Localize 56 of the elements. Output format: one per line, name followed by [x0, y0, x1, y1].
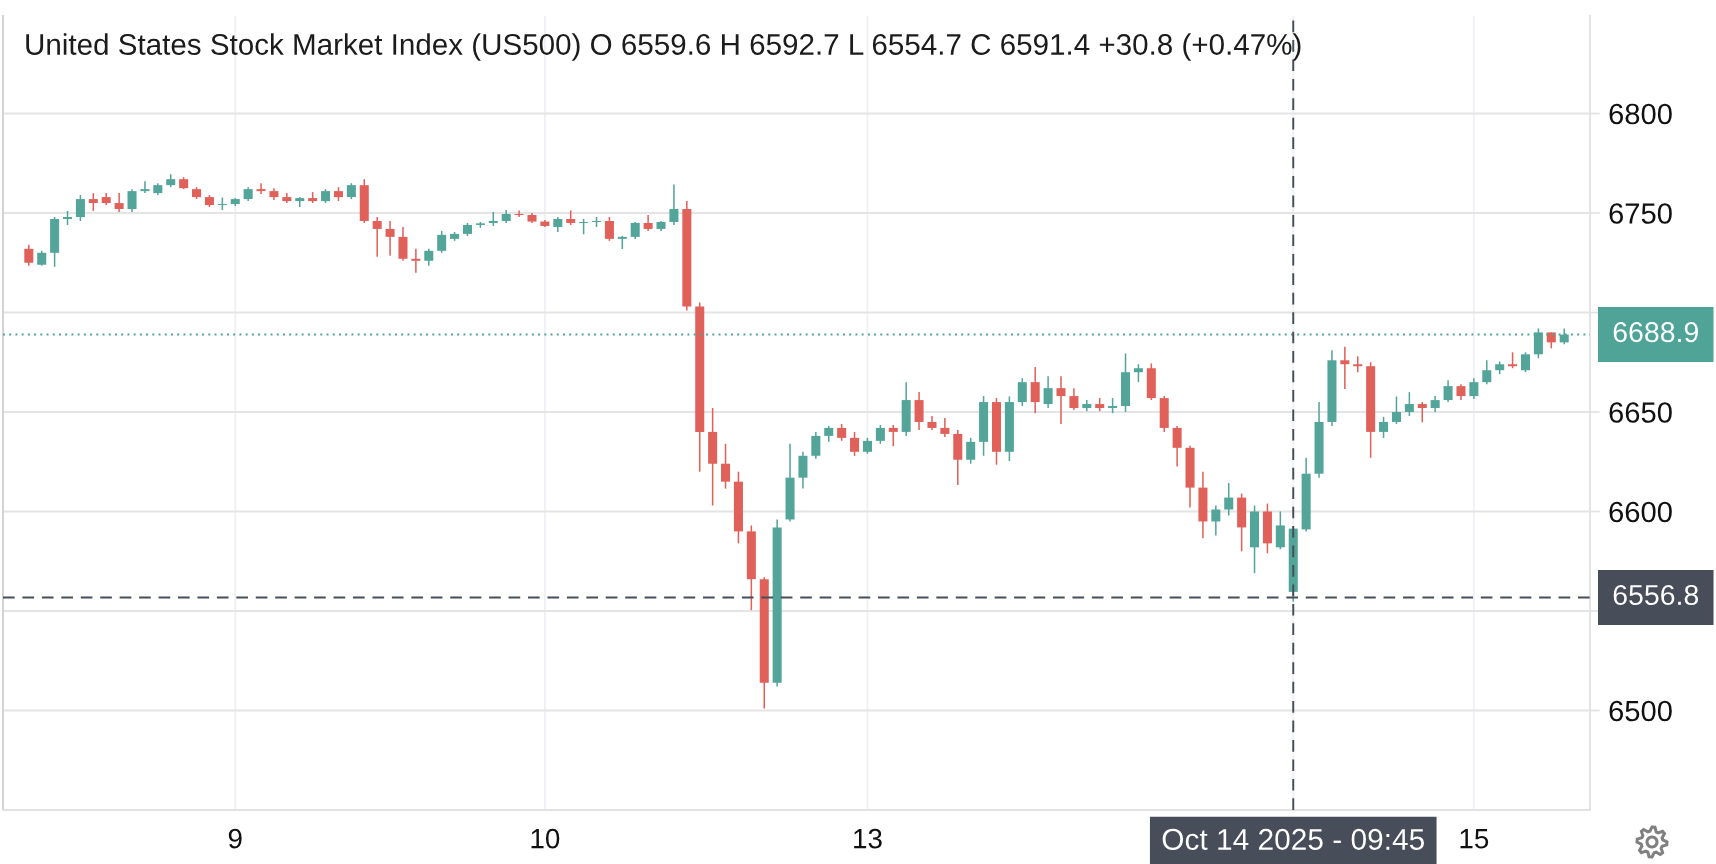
- candlestick: [127, 188, 137, 213]
- candlestick: [1520, 351, 1530, 373]
- candlestick: [1391, 395, 1401, 425]
- candlestick: [1069, 387, 1079, 411]
- ref-line-label: 6688.9: [1613, 322, 1698, 343]
- candlestick: [914, 391, 924, 431]
- candlestick: [514, 209, 524, 218]
- x-tick-label: Oct 14 2025 - 09:45: [1162, 828, 1424, 850]
- candlestick: [1417, 401, 1427, 424]
- candlestick: [811, 431, 821, 460]
- candlestick: [875, 424, 885, 445]
- candlestick: [1224, 482, 1234, 517]
- y-tick-label: 6600: [1609, 501, 1672, 523]
- candlestick: [721, 443, 731, 490]
- x-tick-label: 13: [854, 828, 882, 849]
- candlestick: [1056, 375, 1066, 425]
- candlestick: [1017, 377, 1027, 407]
- x-tick-label: 9: [228, 828, 242, 849]
- candlestick: [256, 182, 266, 195]
- y-tick-label: 6650: [1609, 402, 1672, 423]
- text: United States Stock Market Index (US500) O 6559.6 H 6592.7 L 6554.7 C 6591.4 +30.8 (+0.47%): [26, 33, 1301, 61]
- candlestick: [75, 194, 85, 222]
- candlestick: [669, 183, 679, 226]
- candlestick: [24, 244, 34, 267]
- candlestick: [1030, 366, 1040, 414]
- candlestick: [437, 230, 447, 254]
- candlestick: [295, 196, 305, 208]
- candlestick: [888, 424, 898, 447]
- candlestick: [1443, 379, 1453, 403]
- candlestick: [850, 431, 860, 457]
- ref-line-label: 6556.8: [1613, 584, 1699, 606]
- candlestick: [1043, 375, 1053, 409]
- candlestick: [1379, 416, 1389, 439]
- candlestick: [372, 216, 382, 258]
- candlestick: [411, 248, 421, 274]
- candlestick: [798, 451, 808, 490]
- candlestick: [940, 417, 950, 438]
- candlestick: [398, 226, 408, 262]
- candlestick: [1275, 510, 1285, 551]
- candlestick: [1172, 425, 1182, 468]
- candlestick: [140, 180, 150, 194]
- candlestick: [1482, 359, 1492, 385]
- candlestick: [1340, 345, 1350, 390]
- y-tick-label: 6750: [1609, 203, 1672, 224]
- candlestick: [1353, 355, 1363, 373]
- x-tick-label: 10: [531, 828, 560, 849]
- candlestick: [966, 437, 976, 465]
- candlestick: [385, 220, 395, 257]
- x-tick-label: 15: [1460, 829, 1489, 849]
- candlestick: [1211, 504, 1221, 537]
- y-tick-label: 6800: [1609, 103, 1672, 125]
- candlestick: [114, 192, 124, 213]
- y-tick-label: 6500: [1609, 700, 1672, 722]
- candlestick: [1404, 391, 1414, 417]
- candlestick: [1469, 377, 1479, 400]
- candlestick: [604, 216, 614, 242]
